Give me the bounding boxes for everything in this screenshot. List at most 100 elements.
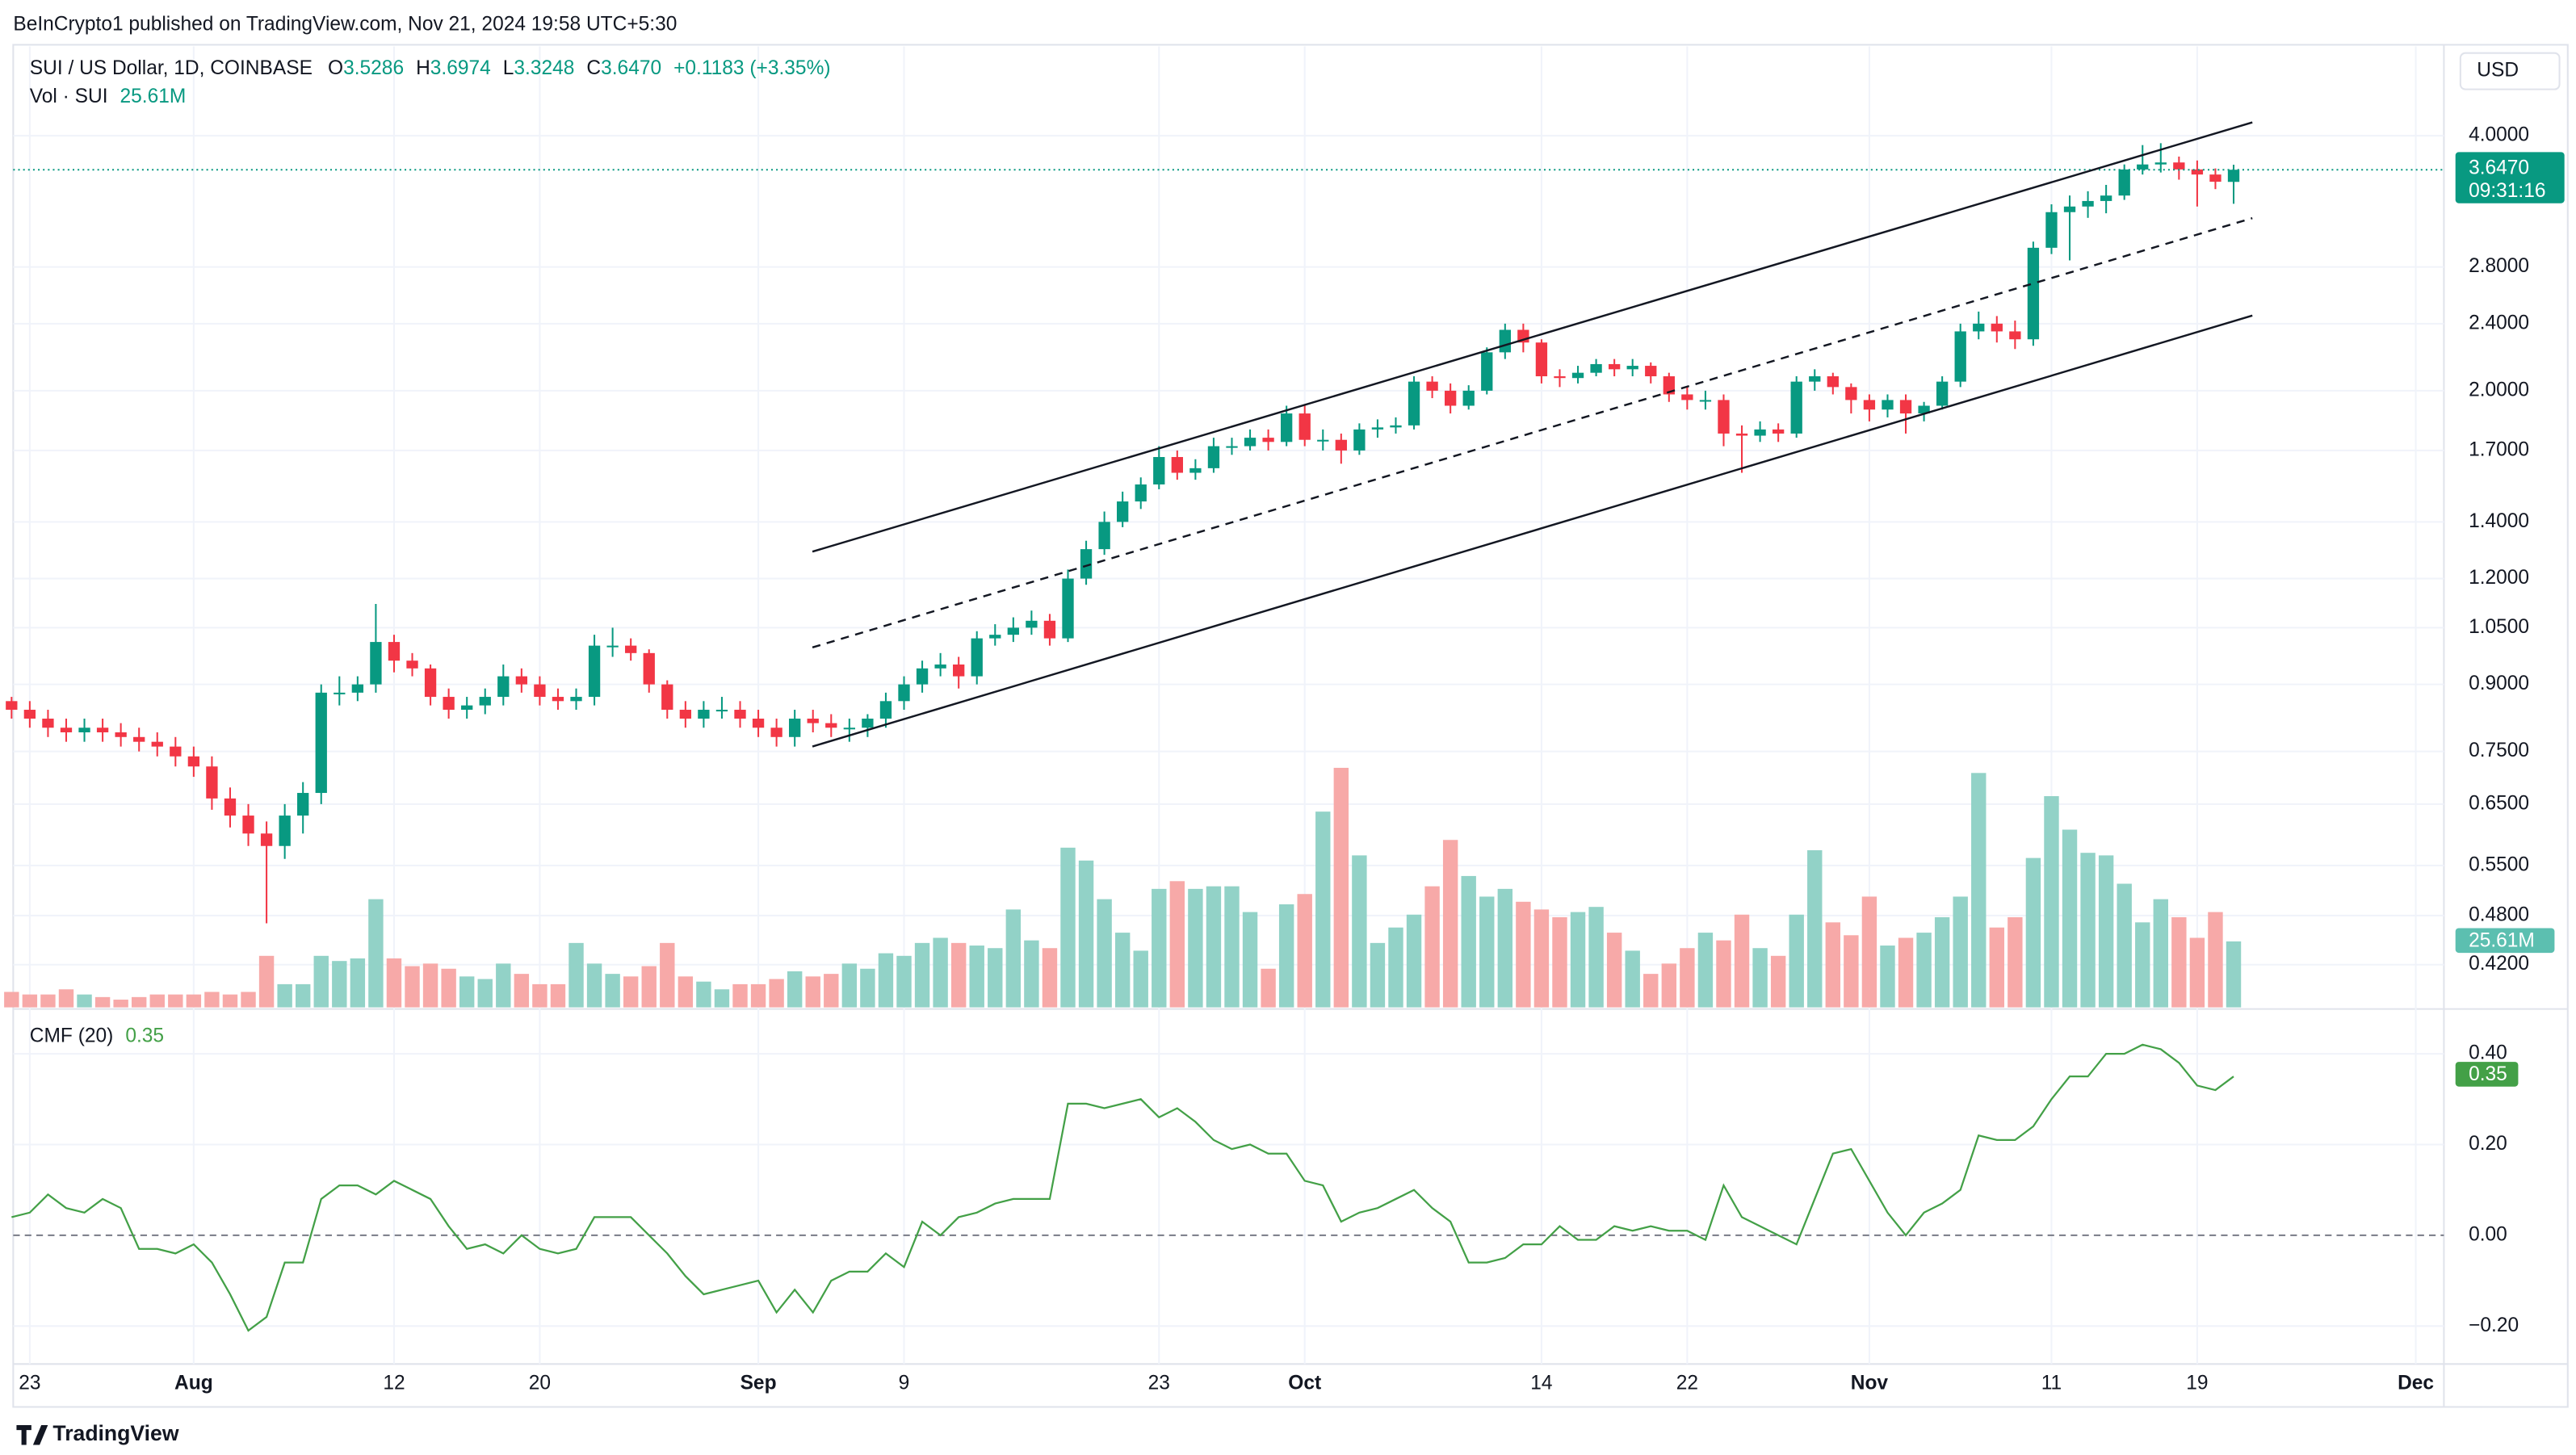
volume-bar	[1370, 942, 1386, 1008]
volume-bar	[568, 942, 584, 1008]
candle-body	[1991, 323, 2003, 332]
volume-bar	[40, 994, 56, 1008]
y-tick-label: 2.4000	[2469, 312, 2529, 333]
cmf-header: CMF (20) 0.35	[30, 1025, 164, 1047]
candle-body	[2137, 164, 2149, 170]
candle-body	[1645, 366, 1657, 377]
cmf-line	[11, 1043, 2234, 1332]
volume-bar	[2226, 941, 2242, 1008]
volume-bar	[1898, 937, 1914, 1008]
candle-body	[1535, 342, 1548, 377]
candle-body	[843, 728, 855, 730]
volume-bar	[1042, 948, 1058, 1008]
candle-body	[606, 645, 619, 648]
volume-bar	[1789, 914, 1804, 1008]
volume-bar	[1024, 940, 1039, 1008]
grid	[13, 46, 2444, 1365]
volume-bar	[950, 942, 967, 1008]
countdown: 09:31:16	[2469, 180, 2545, 202]
y-tick-label: 0.20	[2469, 1133, 2507, 1155]
candle-body	[515, 676, 528, 685]
volume-bar	[969, 946, 984, 1008]
volume-bar	[1680, 948, 1695, 1008]
currency[interactable]: USD	[2477, 60, 2519, 82]
volume-bar	[1752, 948, 1768, 1008]
volume-bar	[914, 942, 930, 1008]
volume-bar	[550, 983, 566, 1008]
volume-bar	[896, 955, 912, 1008]
volume-bar	[988, 948, 1003, 1008]
candle-body	[1189, 468, 1202, 473]
candle-body	[1062, 578, 1074, 639]
volume-bar	[1880, 946, 1895, 1008]
candle-body	[1772, 429, 1785, 434]
candle-body	[96, 728, 109, 732]
candle-body	[862, 719, 874, 728]
candle-body	[170, 746, 182, 757]
candle-body	[953, 664, 965, 677]
x-tick-label: Nov	[1851, 1372, 1889, 1394]
low-value: 3.3248	[514, 58, 574, 80]
volume-bar	[1315, 811, 1331, 1008]
volume-bar	[1552, 916, 1567, 1008]
volume-bar	[94, 996, 111, 1008]
candle-body	[1408, 381, 1420, 426]
currency-button[interactable]	[2459, 52, 2561, 90]
candle-body	[1590, 363, 1602, 373]
volume-bar	[1661, 963, 1677, 1008]
volume-bar	[1424, 886, 1440, 1008]
candle-body	[1262, 438, 1274, 442]
volume-bar	[824, 974, 839, 1008]
price-label: 3.6470	[2469, 157, 2529, 178]
volume-bar	[1606, 933, 1622, 1008]
volume-bar	[623, 976, 639, 1008]
volume-bar	[1242, 912, 1258, 1008]
price-label-box	[2455, 152, 2565, 203]
candle-body	[1571, 372, 1584, 379]
volume-bar	[258, 955, 275, 1008]
volume-bar	[2189, 937, 2205, 1008]
candle-body	[1809, 376, 1821, 382]
volume-bar	[678, 976, 694, 1008]
candle-body	[1153, 457, 1165, 484]
y-tick-label: 1.2000	[2469, 567, 2529, 589]
volume-bar	[2135, 922, 2150, 1008]
channel-lower	[812, 314, 2253, 748]
candle-body	[1827, 376, 1839, 388]
candle-body	[461, 705, 473, 711]
volume-bar	[113, 1000, 128, 1008]
candle-body	[825, 723, 837, 728]
volume-bar	[1297, 894, 1312, 1008]
publish-info: BeInCrypto1 published on TradingView.com…	[13, 13, 677, 35]
volume-bar	[769, 979, 784, 1008]
candle-body	[1845, 387, 1857, 400]
volume-bar	[313, 955, 329, 1008]
volume-header: Vol · SUI 25.61M	[30, 86, 187, 107]
volume-bar	[2080, 853, 2096, 1008]
channel-middle	[812, 216, 2253, 648]
candle-body	[1353, 429, 1366, 451]
y-tick-label: 0.4800	[2469, 904, 2529, 925]
candle-body	[916, 668, 929, 685]
candle-body	[1681, 394, 1693, 400]
candle-body	[1043, 620, 1056, 639]
volume-bar	[459, 976, 475, 1008]
volume-bar	[168, 994, 183, 1008]
candle-body	[242, 816, 254, 834]
x-tick-label: 12	[383, 1372, 405, 1394]
candle-body	[1390, 425, 1402, 428]
candle-body	[1936, 381, 1949, 406]
candle-body	[60, 728, 73, 732]
candle-body	[187, 756, 200, 767]
candle-body	[1281, 413, 1293, 442]
candle-body	[1426, 381, 1438, 391]
candle-body	[42, 719, 54, 728]
candle-body	[934, 664, 946, 669]
volume-bar	[1097, 899, 1112, 1008]
volume-label: 25.61M	[2469, 929, 2535, 951]
cmf-value: 0.35	[125, 1025, 164, 1047]
y-tick-label: 0.6500	[2469, 792, 2529, 814]
volume-bar	[2062, 829, 2078, 1008]
candle-body	[115, 732, 127, 737]
